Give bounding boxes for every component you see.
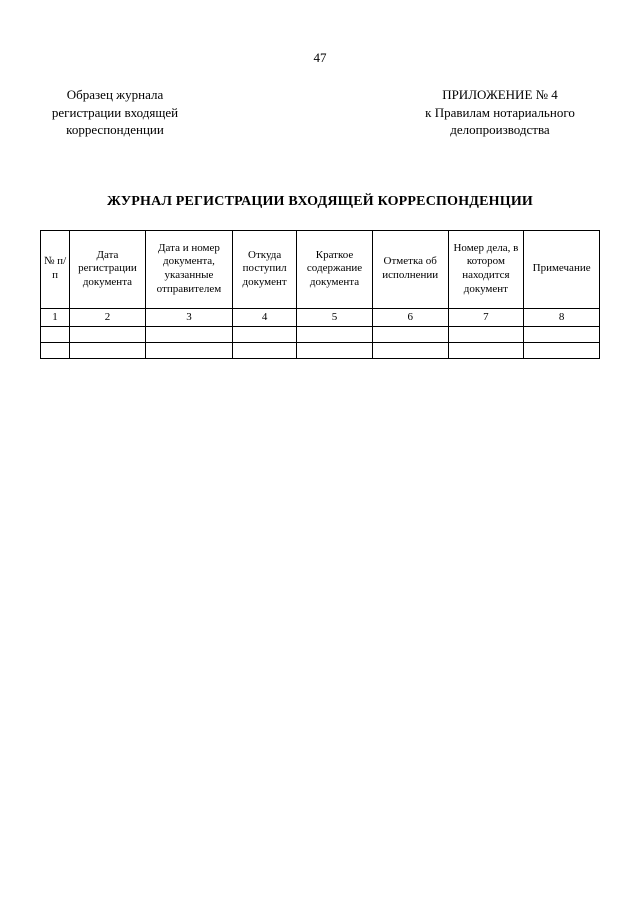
empty-cell	[233, 343, 297, 359]
page-number: 47	[40, 50, 600, 66]
empty-cell	[297, 327, 373, 343]
empty-cell	[448, 327, 524, 343]
document-title: ЖУРНАЛ РЕГИСТРАЦИИ ВХОДЯЩЕЙ КОРРЕСПОНДЕН…	[40, 194, 600, 210]
empty-cell	[524, 343, 600, 359]
num-cell-8: 8	[524, 308, 600, 327]
header-right: ПРИЛОЖЕНИЕ № 4 к Правилам нотариального …	[400, 86, 600, 139]
col-header-2: Дата регистрации документа	[70, 230, 146, 308]
empty-cell	[297, 343, 373, 359]
num-cell-5: 5	[297, 308, 373, 327]
table-empty-row	[41, 327, 600, 343]
empty-cell	[372, 343, 448, 359]
empty-cell	[372, 327, 448, 343]
empty-cell	[70, 327, 146, 343]
empty-cell	[524, 327, 600, 343]
empty-cell	[145, 343, 232, 359]
empty-cell	[41, 343, 70, 359]
table-empty-row	[41, 343, 600, 359]
registration-table: № п/п Дата регистрации документа Дата и …	[40, 230, 600, 360]
table-header-row: № п/п Дата регистрации документа Дата и …	[41, 230, 600, 308]
col-header-8: Примечание	[524, 230, 600, 308]
col-header-6: Отметка об исполнении	[372, 230, 448, 308]
appendix-subtitle: к Правилам нотариального делопроизводств…	[400, 104, 600, 139]
col-header-5: Краткое содержание документа	[297, 230, 373, 308]
num-cell-2: 2	[70, 308, 146, 327]
col-header-7: Номер дела, в котором находится документ	[448, 230, 524, 308]
col-header-4: Откуда поступил документ	[233, 230, 297, 308]
col-header-1: № п/п	[41, 230, 70, 308]
header-row: Образец журнала регистрации входящей кор…	[40, 86, 600, 139]
empty-cell	[448, 343, 524, 359]
num-cell-1: 1	[41, 308, 70, 327]
empty-cell	[41, 327, 70, 343]
col-header-3: Дата и номер документа, указанные отправ…	[145, 230, 232, 308]
num-cell-7: 7	[448, 308, 524, 327]
empty-cell	[70, 343, 146, 359]
num-cell-3: 3	[145, 308, 232, 327]
empty-cell	[233, 327, 297, 343]
num-cell-4: 4	[233, 308, 297, 327]
empty-cell	[145, 327, 232, 343]
num-cell-6: 6	[372, 308, 448, 327]
table-number-row: 1 2 3 4 5 6 7 8	[41, 308, 600, 327]
appendix-number: ПРИЛОЖЕНИЕ № 4	[400, 86, 600, 104]
header-left: Образец журнала регистрации входящей кор…	[40, 86, 190, 139]
